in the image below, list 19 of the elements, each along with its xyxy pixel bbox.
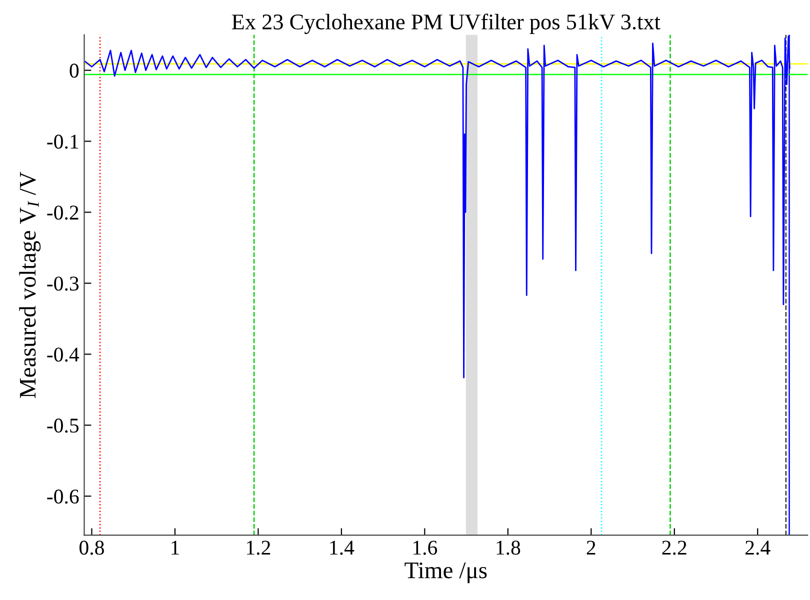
x-tick-label: 2 xyxy=(586,540,596,555)
y-tick-label: -0.2 xyxy=(47,206,78,220)
x-tick-label: 1.6 xyxy=(413,540,438,555)
x-tick-label: 2.4 xyxy=(746,540,770,555)
y-tick-label: 0 xyxy=(70,64,79,78)
y-tick-label: -0.6 xyxy=(47,490,79,504)
x-tick-label: 2.2 xyxy=(662,540,686,555)
y-tick-label: -0.3 xyxy=(47,276,79,291)
y-tick-label: -0.1 xyxy=(47,134,78,149)
x-tick-label: 1 xyxy=(172,540,179,555)
x-tick-label: 1.2 xyxy=(247,540,270,555)
y-axis-title: Measured voltage V$_{I}$ /V xyxy=(19,172,41,398)
y-tick-label: -0.4 xyxy=(47,348,80,362)
chart-title: Ex 23 Cyclohexane PM UVfilter pos 51kV 3.txt xyxy=(232,14,660,34)
x-tick-label: 1.8 xyxy=(496,540,520,555)
x-tick-label: 0.8 xyxy=(80,540,104,555)
y-tick-label: -0.5 xyxy=(47,418,79,433)
x-tick-label: 1.4 xyxy=(330,540,354,555)
x-axis-title: Time /μs xyxy=(404,562,487,584)
